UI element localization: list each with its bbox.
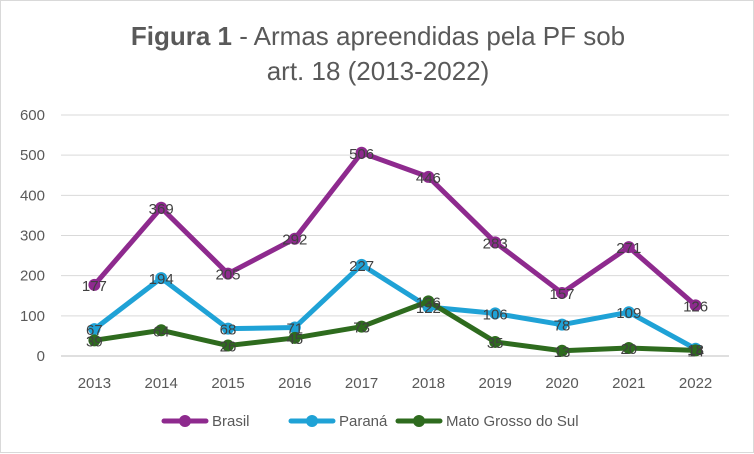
data-point [288, 331, 301, 344]
data-label: 14 [687, 343, 704, 360]
data-label: 177 [82, 278, 107, 295]
y-tick-label: 400 [20, 187, 45, 204]
data-label: 283 [483, 235, 508, 252]
chart-title-line2: art. 18 (2013-2022) [266, 56, 490, 86]
chart-title-line1: - Armas apreendidas pela PF sob [232, 21, 626, 51]
data-label: 45 [286, 331, 303, 348]
data-point [689, 299, 702, 312]
data-point [622, 341, 635, 354]
x-tick-label: 2013 [78, 375, 111, 392]
y-tick-label: 500 [20, 147, 45, 164]
data-label: 205 [215, 267, 240, 284]
legend-label: Brasil [212, 413, 250, 430]
x-tick-label: 2019 [479, 375, 512, 392]
data-point [489, 236, 502, 249]
y-tick-label: 300 [20, 228, 45, 245]
data-point [622, 306, 635, 319]
data-point [622, 241, 635, 254]
data-label: 194 [149, 271, 174, 288]
data-label: 106 [483, 306, 508, 323]
data-label: 78 [554, 318, 571, 335]
data-label: 446 [416, 170, 441, 187]
legend-marker [179, 415, 191, 427]
data-label: 109 [616, 305, 641, 322]
data-point [288, 321, 301, 334]
x-tick-label: 2016 [278, 375, 311, 392]
x-tick-label: 2022 [679, 375, 712, 392]
data-label: 18 [687, 342, 704, 359]
data-label: 506 [349, 146, 374, 163]
series-line-1 [91, 262, 699, 352]
x-tick-label: 2017 [345, 375, 378, 392]
data-label: 157 [549, 286, 574, 303]
legend-marker [413, 415, 425, 427]
x-tick-label: 2015 [211, 375, 244, 392]
data-point [355, 146, 368, 159]
data-point [556, 344, 568, 357]
series-line-2 [91, 298, 699, 354]
data-point [88, 334, 101, 347]
x-tick-label: 2021 [612, 375, 645, 392]
data-label: 26 [220, 339, 237, 356]
data-label: 39 [86, 333, 103, 350]
data-point [222, 267, 234, 280]
data-label: 271 [616, 240, 641, 257]
legend-label: Paraná [339, 413, 388, 430]
data-point [422, 295, 435, 308]
data-point [288, 232, 301, 245]
y-tick-label: 100 [20, 308, 45, 325]
data-point [155, 324, 168, 337]
y-tick-label: 600 [20, 107, 45, 124]
data-label: 20 [620, 341, 637, 358]
data-point [155, 201, 168, 214]
data-label: 227 [349, 258, 374, 275]
y-tick-label: 0 [37, 348, 45, 365]
y-tick-label: 200 [20, 268, 45, 285]
data-point [222, 322, 234, 335]
data-label: 122 [416, 300, 441, 317]
data-label: 71 [286, 320, 303, 337]
data-point [88, 278, 101, 291]
data-label: 64 [153, 323, 170, 340]
data-point [556, 318, 568, 331]
data-label: 67 [86, 322, 103, 339]
data-label: 369 [149, 201, 174, 218]
data-point [422, 170, 435, 183]
data-label: 13 [554, 344, 571, 361]
legend-label: Mato Grosso do Sul [446, 413, 579, 430]
data-point [489, 335, 502, 348]
x-tick-label: 2018 [412, 375, 445, 392]
x-tick-label: 2020 [545, 375, 578, 392]
data-label: 292 [282, 232, 307, 249]
data-point [88, 323, 101, 336]
data-label: 68 [220, 322, 237, 339]
chart-title-bold: Figura 1 [130, 21, 233, 51]
data-point [155, 272, 168, 285]
x-tick-label: 2014 [145, 375, 178, 392]
legend-marker [306, 415, 318, 427]
data-point [222, 339, 234, 352]
data-point [355, 320, 368, 333]
data-point [489, 307, 502, 320]
data-label: 126 [683, 298, 708, 315]
data-label: 35 [487, 335, 504, 352]
data-point [355, 258, 368, 271]
data-point [556, 286, 568, 299]
data-point [689, 344, 702, 357]
data-label: 73 [353, 320, 370, 337]
data-label: 136 [416, 294, 441, 311]
series-line-0 [91, 150, 699, 308]
chart-title: Figura 1 - Armas apreendidas pela PF sob… [1, 19, 754, 89]
